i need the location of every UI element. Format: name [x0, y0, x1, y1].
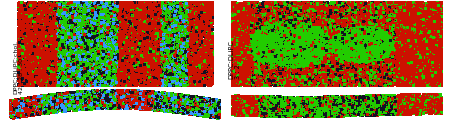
Text: DPPC:DLiPC:chol.
42 : 28 : 30: DPPC:DLiPC:chol. 42 : 28 : 30 [13, 40, 24, 94]
Text: DPPC:DLiPC
3 : 2: DPPC:DLiPC 3 : 2 [228, 40, 241, 79]
